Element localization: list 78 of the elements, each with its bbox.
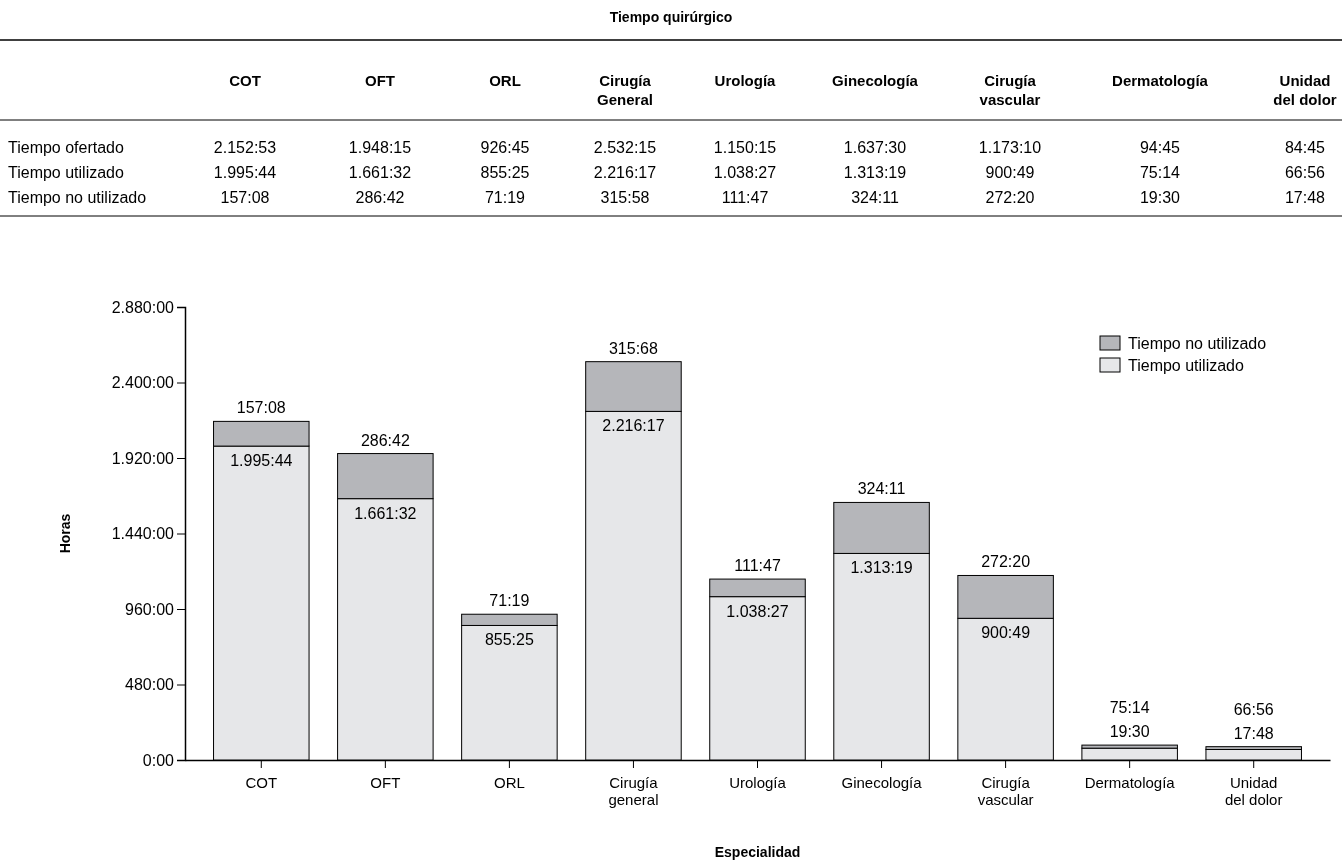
text: 2.152:53 bbox=[213, 139, 277, 156]
text: 1.173:10 bbox=[978, 139, 1042, 156]
x-tick-label: Ginecología bbox=[841, 774, 923, 791]
y-tick-label: 1.920:00 bbox=[111, 449, 175, 467]
data-label: 324:11 bbox=[857, 480, 906, 498]
text: Tiempo quirúrgico bbox=[609, 9, 733, 25]
x-tick-label: Urología bbox=[729, 774, 787, 791]
x-tick-label: OFT bbox=[370, 774, 401, 791]
text: 315:58 bbox=[600, 189, 650, 206]
data-label: 1.038:27 bbox=[726, 602, 789, 620]
text: 1.995:44 bbox=[213, 164, 277, 181]
text: 66:56 bbox=[1284, 164, 1326, 181]
text: 1.948:15 bbox=[348, 139, 412, 156]
text: 111:47 bbox=[721, 189, 769, 206]
category-label: Unidad del dolor bbox=[1273, 72, 1337, 108]
text: 900:49 bbox=[985, 164, 1035, 181]
text: 94:45 bbox=[1139, 139, 1181, 156]
text: 1.637:30 bbox=[843, 139, 907, 156]
data-label: 66:56 bbox=[1233, 700, 1274, 718]
category-label: Tiempo utilizado bbox=[8, 164, 124, 181]
x-tick-label: Dermatología bbox=[1084, 774, 1176, 791]
text: 286:42 bbox=[355, 189, 405, 206]
category-label: COT bbox=[229, 72, 261, 89]
text: 1.661:32 bbox=[348, 164, 412, 181]
text: 324:11 bbox=[851, 189, 899, 206]
data-label: 1.313:19 bbox=[850, 559, 913, 577]
data-label: 111:47 bbox=[734, 557, 781, 575]
text: 1.313:19 bbox=[843, 164, 907, 181]
y-tick-label: 2.880:00 bbox=[111, 298, 175, 316]
x-tick-label: Cirugía vascular bbox=[977, 774, 1034, 808]
data-label: 2.216:17 bbox=[602, 417, 665, 435]
category-label: Dermatología bbox=[1112, 72, 1209, 89]
legend-label: Tiempo utilizado bbox=[1128, 357, 1245, 374]
y-tick-label: 2.400:00 bbox=[111, 374, 175, 392]
text: 17:48 bbox=[1284, 189, 1326, 206]
y-tick-label: 960:00 bbox=[125, 600, 175, 618]
data-label: 900:49 bbox=[981, 624, 1031, 642]
text: 1.038:27 bbox=[713, 164, 777, 181]
y-tick-label: 0:00 bbox=[142, 751, 175, 769]
data-label: 1.995:44 bbox=[230, 452, 293, 470]
text: 71:19 bbox=[484, 189, 526, 206]
x-tick-label: Cirugía general bbox=[608, 774, 659, 808]
data-label: 17:48 bbox=[1233, 724, 1274, 742]
x-tick-label: Unidad del dolor bbox=[1224, 774, 1283, 808]
data-label: 1.661:32 bbox=[354, 504, 417, 522]
category-label: Cirugía vascular bbox=[979, 72, 1041, 108]
category-label: Tiempo ofertado bbox=[8, 139, 124, 156]
y-tick-label: 480:00 bbox=[125, 676, 175, 694]
text: 75:14 bbox=[1139, 164, 1181, 181]
legend-label: Tiempo no utilizado bbox=[1128, 335, 1267, 352]
data-label: 315:68 bbox=[608, 339, 659, 357]
x-tick-label: COT bbox=[245, 774, 278, 791]
text: 19:30 bbox=[1139, 189, 1181, 206]
y-tick-label: 1.440:00 bbox=[111, 525, 175, 543]
text: 2.216:17 bbox=[593, 164, 657, 181]
data-label: 157:08 bbox=[236, 399, 286, 417]
text: 926:45 bbox=[480, 139, 530, 156]
text: 157:08 bbox=[220, 189, 270, 206]
data-label: 71:19 bbox=[489, 592, 530, 610]
text: 1.150:15 bbox=[713, 139, 777, 156]
category-label: ORL bbox=[489, 72, 521, 89]
category-label: Cirugía General bbox=[597, 72, 653, 108]
category-label: Urología bbox=[714, 72, 777, 89]
x-tick-label: ORL bbox=[493, 774, 525, 791]
data-label: 286:42 bbox=[360, 431, 410, 449]
data-label: 75:14 bbox=[1109, 699, 1150, 717]
data-label: 19:30 bbox=[1109, 723, 1150, 741]
text: 272:20 bbox=[985, 189, 1035, 206]
text: 855:25 bbox=[480, 164, 530, 181]
y-axis-title: Horas bbox=[57, 513, 73, 554]
data-label: 272:20 bbox=[981, 553, 1031, 571]
data-label: 855:25 bbox=[484, 631, 534, 649]
x-axis-title: Especialidad bbox=[714, 844, 801, 860]
text: 2.532:15 bbox=[593, 139, 657, 156]
category-label: Tiempo no utilizado bbox=[8, 189, 147, 206]
category-label: Ginecología bbox=[832, 72, 919, 89]
text: 84:45 bbox=[1284, 139, 1326, 156]
category-label: OFT bbox=[365, 72, 395, 89]
